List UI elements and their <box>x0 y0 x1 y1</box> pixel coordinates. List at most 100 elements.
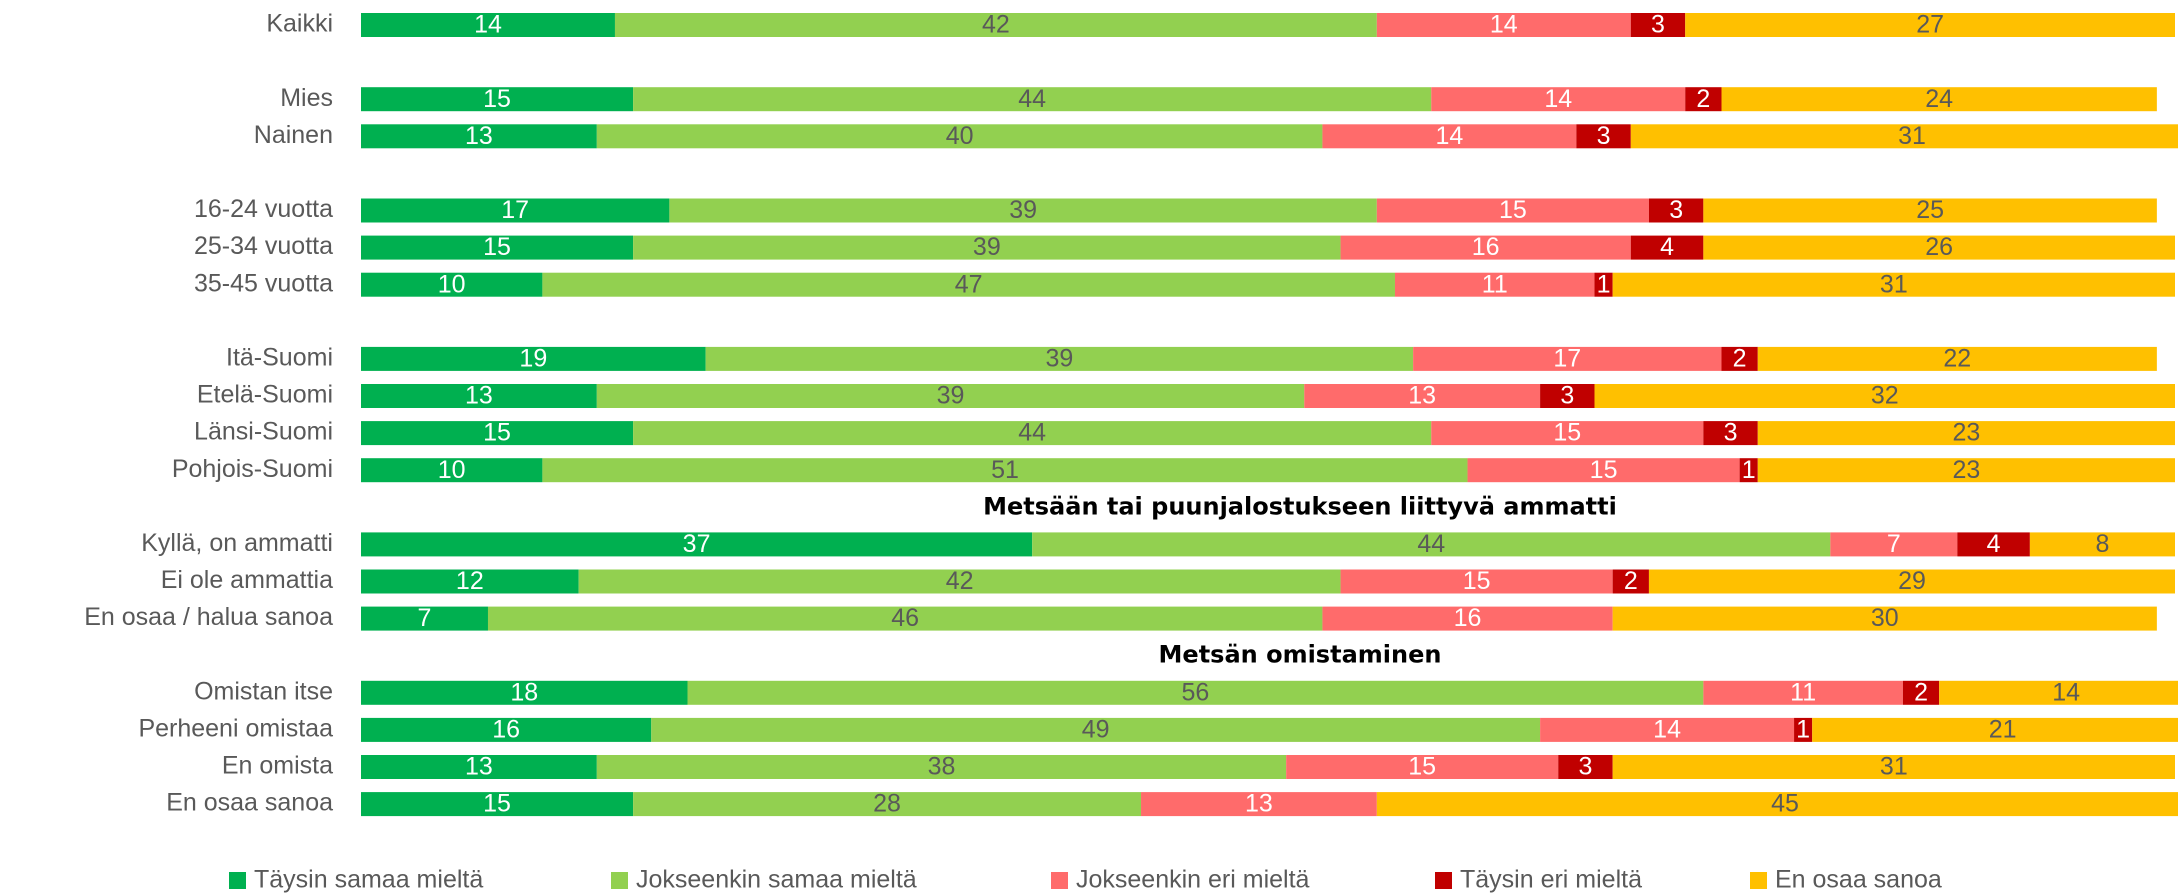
data-label: 39 <box>937 382 965 410</box>
bar-segment <box>596 384 1305 408</box>
data-label: 8 <box>2095 530 2109 558</box>
data-label: 14 <box>1435 122 1463 150</box>
data-label: 16 <box>492 716 520 744</box>
legend-swatch <box>611 872 628 889</box>
category-label: En omista <box>222 752 333 780</box>
data-label: 2 <box>1696 85 1710 113</box>
bar-segment <box>1540 384 1595 408</box>
data-label: 15 <box>483 85 511 113</box>
bar-segment <box>633 421 1432 446</box>
bar-segment <box>596 124 1323 149</box>
bar-segment <box>1558 755 1613 779</box>
category-label: Mies <box>280 84 333 112</box>
bar-segment <box>1703 421 1758 446</box>
data-label: 15 <box>1499 196 1527 224</box>
data-label: 7 <box>1887 530 1901 558</box>
bar-segment <box>1376 13 1631 37</box>
bar-segment <box>1757 421 2175 446</box>
data-label: 44 <box>1417 530 1445 558</box>
category-label: Itä-Suomi <box>226 344 333 372</box>
data-label: 12 <box>456 567 484 595</box>
data-label: 49 <box>1082 716 1110 744</box>
data-label: 15 <box>1590 456 1618 484</box>
legend-label: Jokseenkin samaa mieltä <box>636 866 917 894</box>
category-label: Nainen <box>254 121 333 149</box>
data-label: 3 <box>1597 122 1611 150</box>
bar-segment <box>1612 272 2175 297</box>
bar-segment <box>1957 532 2030 557</box>
bar-segment <box>361 384 597 408</box>
data-label: 16 <box>1454 604 1482 632</box>
data-label: 13 <box>1245 790 1273 818</box>
data-label: 22 <box>1943 345 1971 373</box>
data-label: 38 <box>928 753 956 781</box>
bar-segment <box>361 346 706 371</box>
data-label: 31 <box>1898 122 1926 150</box>
bar-segment <box>361 755 597 779</box>
data-label: 30 <box>1871 604 1899 632</box>
data-label: 1 <box>1742 456 1756 484</box>
bar-segment <box>1322 606 1613 631</box>
bar-segment <box>1630 13 1686 37</box>
bar-segment <box>705 346 1414 371</box>
category-label: Kaikki <box>266 10 333 38</box>
bar-segment <box>361 235 634 260</box>
data-label: 42 <box>982 11 1010 39</box>
section-heading: Metsään tai puunjalostukseen liittyvä am… <box>983 492 1617 520</box>
legend-swatch <box>229 872 246 889</box>
category-label: En osaa sanoa <box>166 789 333 817</box>
data-label: 14 <box>2052 678 2080 706</box>
bar-segment <box>1304 384 1541 408</box>
bar-segment <box>542 272 1395 297</box>
data-label: 2 <box>1914 678 1928 706</box>
legend-label: Täysin eri mieltä <box>1460 866 1642 894</box>
data-label: 19 <box>519 345 547 373</box>
data-label: 1 <box>1597 270 1611 298</box>
bar-segment <box>487 606 1323 631</box>
legend-label: En osaa sanoa <box>1775 866 1942 894</box>
bar-segment <box>542 458 1468 483</box>
data-label: 7 <box>418 604 432 632</box>
bar-segment <box>1739 458 1758 483</box>
data-label: 17 <box>501 196 529 224</box>
data-label: 10 <box>438 270 466 298</box>
data-label: 47 <box>955 270 983 298</box>
bar-segment <box>1322 124 1577 149</box>
data-label: 15 <box>1408 753 1436 781</box>
category-label: 35-45 vuotta <box>194 269 333 297</box>
legend-swatch <box>1435 872 1452 889</box>
bar-segment <box>361 606 488 631</box>
bar-segment <box>1612 755 2175 779</box>
data-label: 37 <box>683 530 711 558</box>
legend-label: Jokseenkin eri mieltä <box>1076 866 1310 894</box>
data-label: 2 <box>1624 567 1638 595</box>
category-label: Pohjois-Suomi <box>172 455 333 483</box>
data-label: 13 <box>465 753 493 781</box>
data-label: 11 <box>1790 678 1816 706</box>
bar-segment <box>633 87 1432 112</box>
data-label: 24 <box>1925 85 1953 113</box>
category-label: Kyllä, on ammatti <box>141 529 333 557</box>
data-label: 3 <box>1669 196 1683 224</box>
bar-segment <box>361 717 652 742</box>
bar-segment <box>1630 235 1704 260</box>
bar-segment <box>1576 124 1631 149</box>
bar-segment <box>361 532 1033 557</box>
data-label: 1 <box>1796 716 1810 744</box>
bar-segment <box>361 458 543 483</box>
category-label: Perheeni omistaa <box>138 715 333 743</box>
data-label: 25 <box>1916 196 1944 224</box>
data-label: 10 <box>438 456 466 484</box>
bar-segment <box>361 680 688 705</box>
bar-segment <box>1394 272 1595 297</box>
bar-segment <box>1594 384 2175 408</box>
data-label: 15 <box>483 233 511 261</box>
data-label: 39 <box>1045 345 1073 373</box>
bar-segment <box>361 792 634 817</box>
bar-segment <box>1757 346 2157 371</box>
data-label: 27 <box>1916 11 1944 39</box>
data-label: 40 <box>946 122 974 150</box>
data-label: 17 <box>1553 345 1581 373</box>
bar-segment <box>1902 680 1940 705</box>
data-label: 18 <box>510 678 538 706</box>
